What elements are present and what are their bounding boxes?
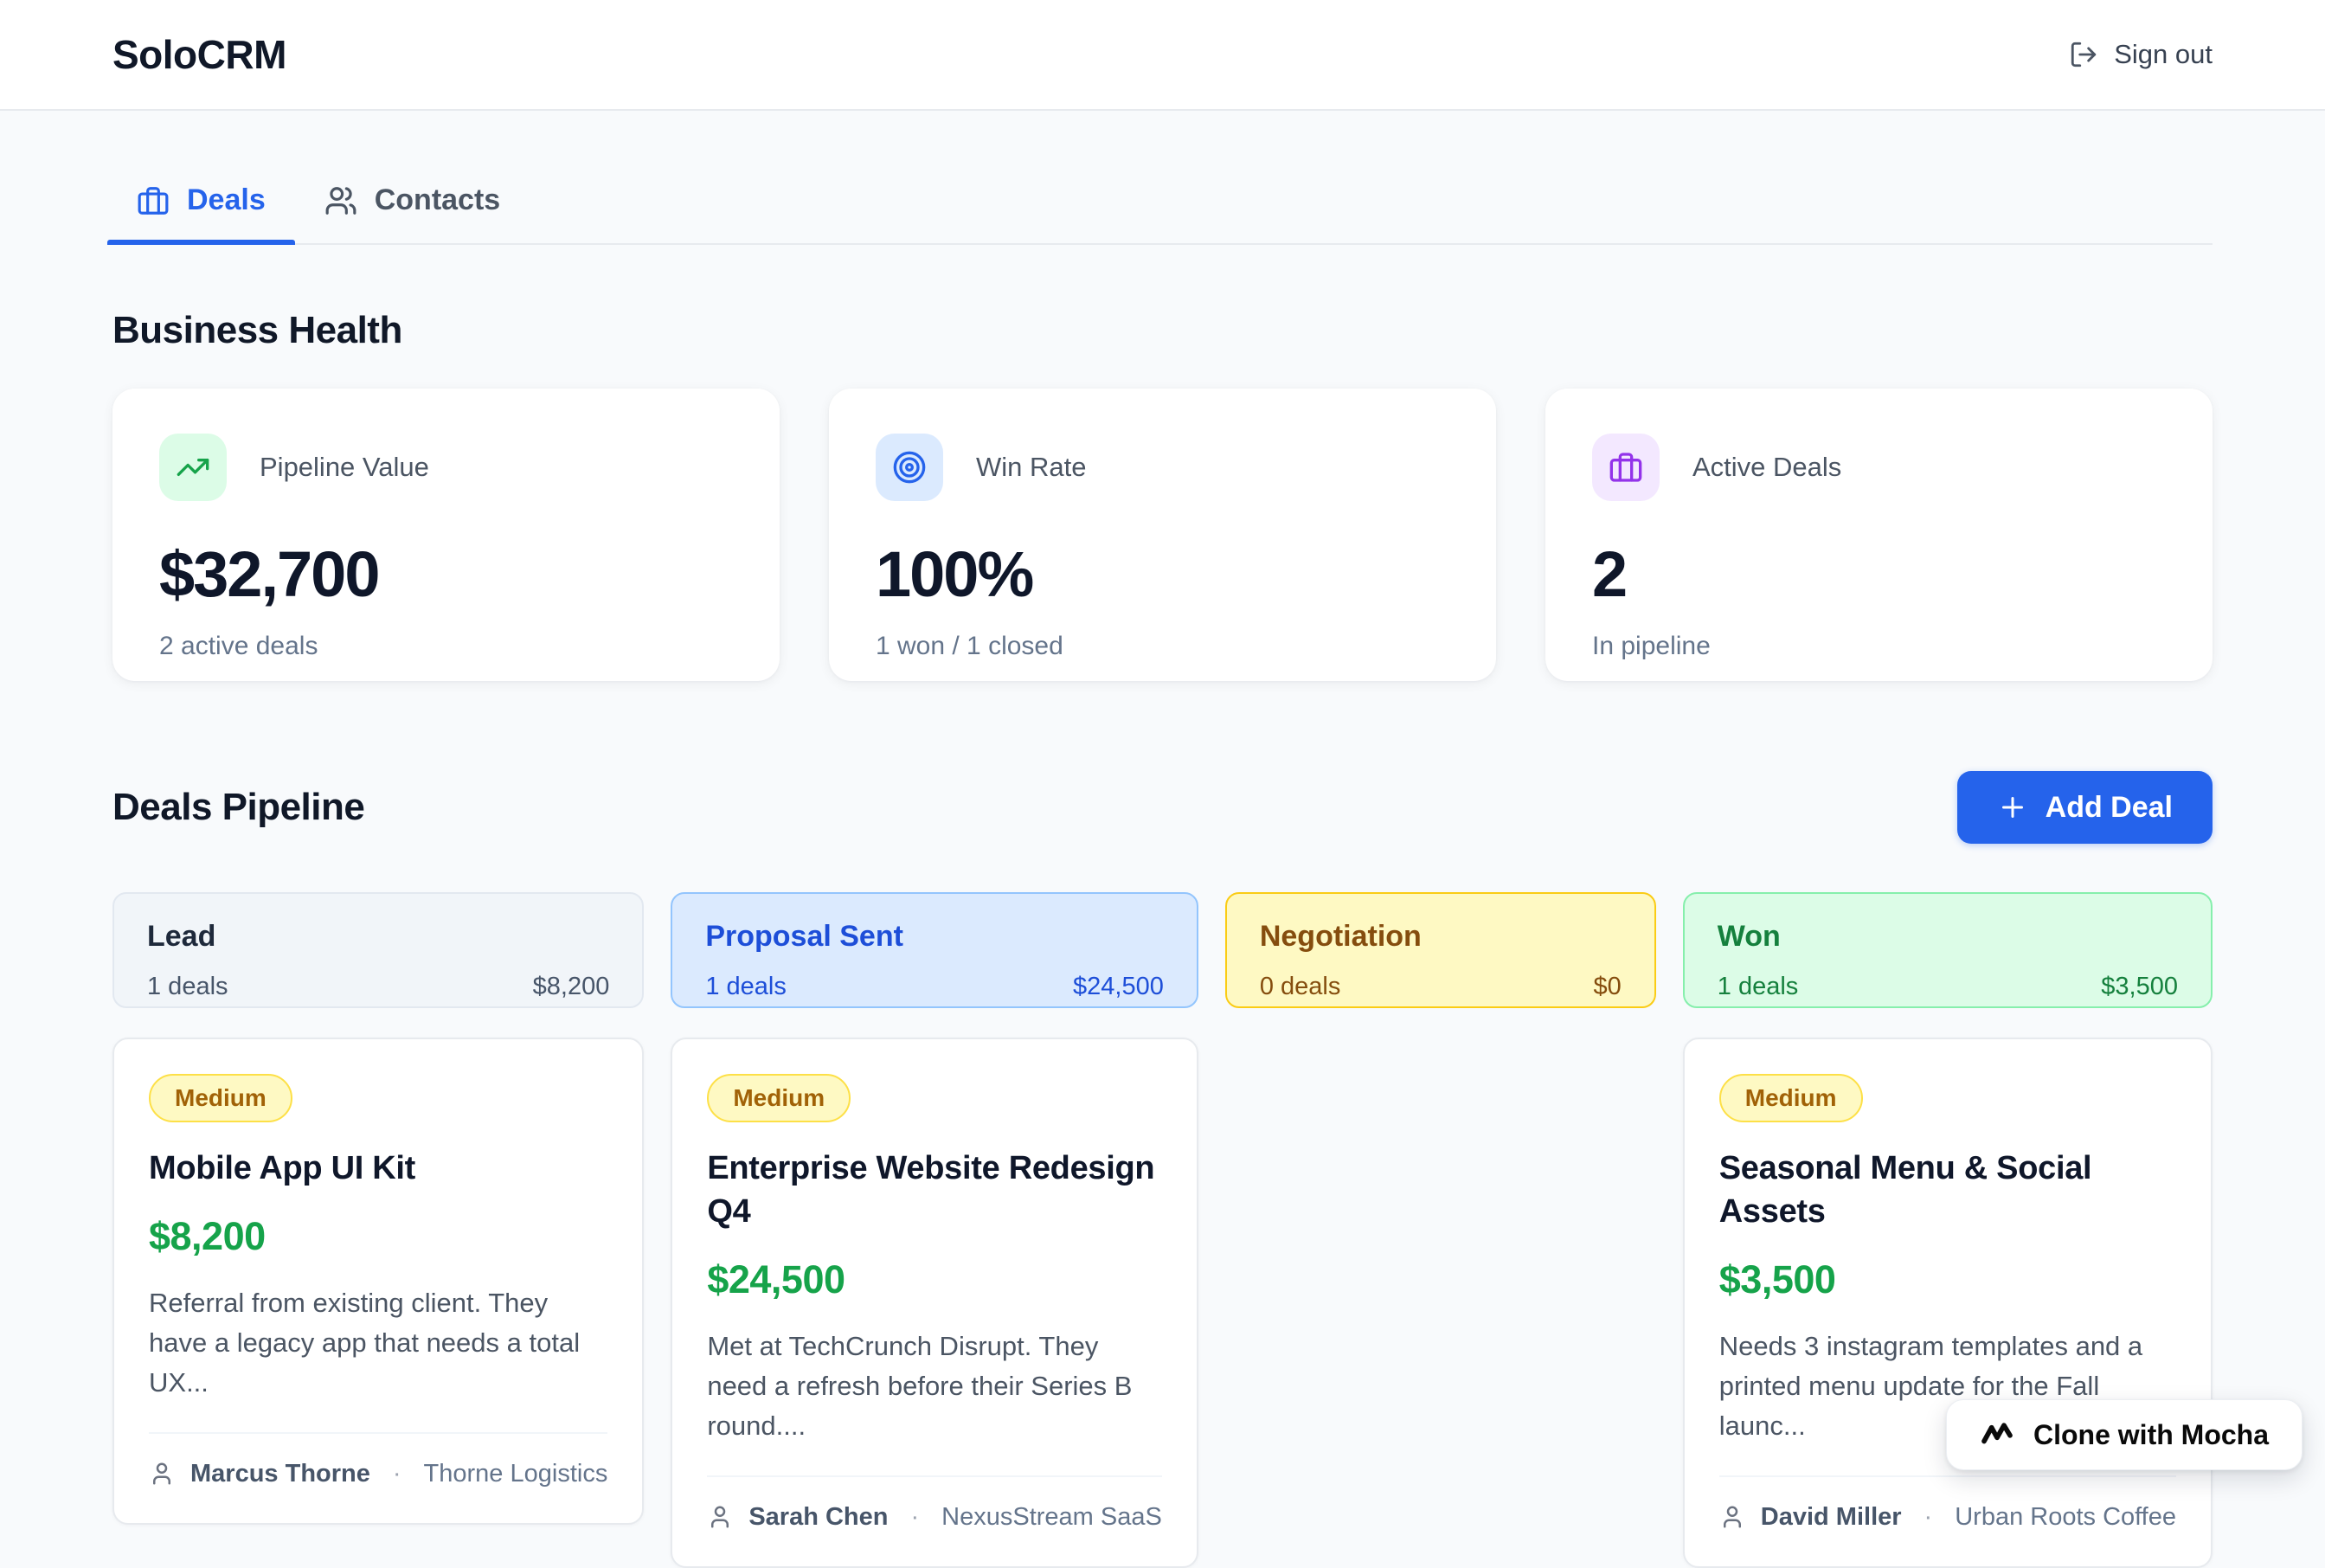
stage-header-won: Won 1 deals $3,500 (1682, 892, 2213, 1008)
deal-value: $3,500 (1718, 1257, 1836, 1302)
stage-column-lead: Lead 1 deals $8,200 Medium Mobile App UI… (112, 892, 645, 1525)
stat-card-win-rate: Win Rate 100% 1 won / 1 closed (829, 389, 1496, 681)
stage-deal-count: 1 deals (1717, 973, 1799, 1000)
stat-label: Active Deals (1692, 452, 1842, 482)
person-icon (149, 1461, 175, 1487)
stat-value: 2 (1592, 538, 1628, 610)
app-title: SoloCRM (112, 32, 286, 77)
stage-header-negotiation: Negotiation 0 deals $0 (1224, 892, 1656, 1008)
stat-subtext: 1 won / 1 closed (876, 632, 1063, 660)
clone-with-mocha-label: Clone with Mocha (2033, 1418, 2269, 1450)
tab-deals-label: Deals (187, 183, 266, 216)
log-out-icon (2069, 40, 2098, 69)
stage-total: $0 (1593, 973, 1622, 1000)
stage-header-lead: Lead 1 deals $8,200 (112, 892, 645, 1008)
deal-card-enterprise-website-redesign[interactable]: Medium Enterprise Website Redesign Q4 $2… (671, 1038, 1198, 1568)
stage-header-proposal-sent: Proposal Sent 1 deals $24,500 (671, 892, 1198, 1008)
deal-title: Enterprise Website Redesign Q4 (707, 1150, 1155, 1231)
person-icon (707, 1504, 733, 1530)
deal-card-mobile-app-ui-kit[interactable]: Medium Mobile App UI Kit $8,200 Referral… (112, 1038, 645, 1525)
person-icon (1719, 1504, 1745, 1530)
deal-value: $8,200 (149, 1214, 266, 1259)
priority-badge: Medium (707, 1074, 851, 1122)
main-content: Deals Contacts Business Health (0, 178, 2325, 1568)
sign-out-label: Sign out (2114, 39, 2213, 69)
stage-column-won: Won 1 deals $3,500 Medium Seasonal Menu … (1682, 892, 2213, 1568)
briefcase-icon (1592, 434, 1660, 501)
tab-contacts[interactable]: Contacts (295, 178, 530, 243)
stat-label: Pipeline Value (260, 452, 429, 482)
stage-name: Lead (147, 920, 216, 953)
deal-description: Referral from existing client. They have… (149, 1288, 581, 1398)
stat-subtext: 2 active deals (159, 632, 318, 660)
stat-subtext: In pipeline (1592, 632, 1711, 660)
trending-up-icon (159, 434, 227, 501)
tab-bar: Deals Contacts (107, 178, 2213, 245)
deal-title: Mobile App UI Kit (149, 1150, 416, 1186)
stage-name: Won (1717, 920, 1781, 953)
stage-deal-count: 0 deals (1259, 973, 1341, 1000)
priority-badge: Medium (1718, 1074, 1863, 1122)
stage-column-proposal-sent: Proposal Sent 1 deals $24,500 Medium Ent… (671, 892, 1198, 1568)
deal-description: Needs 3 instagram templates and a printe… (1718, 1331, 2143, 1442)
stats-grid: Pipeline Value $32,700 2 active deals Wi… (112, 389, 2213, 681)
stage-deal-count: 1 deals (147, 973, 228, 1000)
stage-deal-count: 1 deals (705, 973, 787, 1000)
deal-title: Seasonal Menu & Social Assets (1718, 1150, 2092, 1231)
plus-icon (1997, 792, 2028, 823)
stage-name: Proposal Sent (705, 920, 903, 953)
deal-contact: Sarah Chen (748, 1502, 889, 1531)
priority-badge: Medium (149, 1074, 292, 1122)
deal-company: NexusStream SaaS (941, 1502, 1162, 1531)
tab-deals[interactable]: Deals (107, 178, 295, 245)
stage-total: $8,200 (532, 973, 610, 1000)
stage-total: $24,500 (1073, 973, 1164, 1000)
sign-out-button[interactable]: Sign out (2069, 39, 2213, 70)
tab-contacts-label: Contacts (374, 183, 501, 216)
separator-dot: · (392, 1459, 401, 1488)
stat-card-pipeline-value: Pipeline Value $32,700 2 active deals (112, 389, 780, 681)
stat-label: Win Rate (976, 452, 1087, 482)
top-bar: SoloCRM Sign out (0, 0, 2325, 111)
deal-value: $24,500 (707, 1257, 845, 1302)
target-icon (876, 434, 943, 501)
stage-name: Negotiation (1259, 920, 1422, 953)
briefcase-icon (137, 184, 170, 217)
add-deal-button[interactable]: Add Deal (1956, 771, 2213, 844)
business-health-heading: Business Health (112, 309, 402, 351)
deal-contact: David Miller (1760, 1502, 1902, 1531)
deal-contact: Marcus Thorne (190, 1459, 370, 1488)
clone-with-mocha-button[interactable]: Clone with Mocha (1946, 1399, 2303, 1470)
users-icon (324, 184, 357, 217)
deals-pipeline-heading: Deals Pipeline (112, 786, 365, 828)
deal-company: Urban Roots Coffee (1955, 1502, 2176, 1531)
stage-column-negotiation: Negotiation 0 deals $0 (1224, 892, 1656, 1008)
stat-card-active-deals: Active Deals 2 In pipeline (1545, 389, 2213, 681)
add-deal-label: Add Deal (2045, 790, 2173, 824)
deal-company: Thorne Logistics (423, 1459, 608, 1488)
mocha-logo-icon (1980, 1417, 2014, 1452)
stage-total: $3,500 (2101, 973, 2178, 1000)
stat-value: $32,700 (159, 538, 381, 610)
separator-dot: · (910, 1502, 920, 1531)
separator-dot: · (1924, 1502, 1933, 1531)
stat-value: 100% (876, 538, 1034, 610)
deal-description: Met at TechCrunch Disrupt. They need a r… (707, 1331, 1133, 1442)
deal-card-seasonal-menu-social-assets[interactable]: Medium Seasonal Menu & Social Assets $3,… (1682, 1038, 2213, 1568)
pipeline-board: Lead 1 deals $8,200 Medium Mobile App UI… (112, 892, 2213, 1568)
